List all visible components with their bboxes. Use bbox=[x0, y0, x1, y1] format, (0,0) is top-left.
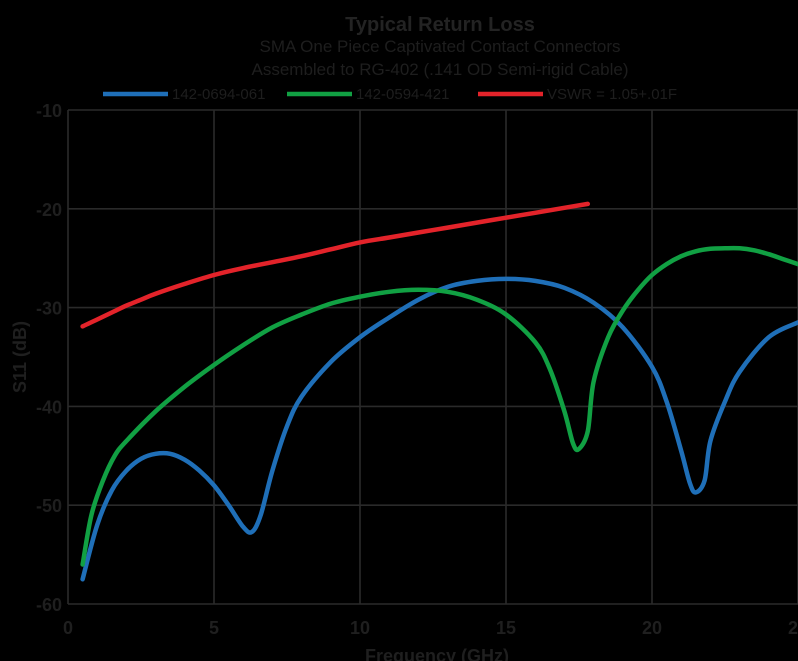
x-axis-title: Frequency (GHz) bbox=[365, 646, 509, 661]
tick-labels: 0 5 10 15 20 25 -10 -20 -30 -40 -50 -60 bbox=[36, 101, 798, 638]
chart-legend: 142-0694-061 142-0594-421 VSWR = 1.05+.01F bbox=[103, 86, 677, 103]
y-tick-label: -40 bbox=[36, 397, 62, 417]
chart-subtitle-line-1: SMA One Piece Captivated Contact Connect… bbox=[260, 37, 621, 56]
chart-grid bbox=[67, 109, 798, 605]
series-line-0 bbox=[80, 276, 798, 582]
x-tick-label: 0 bbox=[63, 618, 73, 638]
legend-label: VSWR = 1.05+.01F bbox=[547, 86, 677, 103]
y-tick-label: -20 bbox=[36, 200, 62, 220]
y-tick-label: -50 bbox=[36, 496, 62, 516]
y-axis-title: S11 (dB) bbox=[10, 321, 30, 393]
x-tick-label: 5 bbox=[209, 618, 219, 638]
y-tick-label: -10 bbox=[36, 101, 62, 121]
x-tick-label: 25 bbox=[788, 618, 798, 638]
series-line-1 bbox=[80, 245, 798, 567]
series-line-2 bbox=[80, 201, 591, 329]
x-tick-label: 20 bbox=[642, 618, 662, 638]
legend-label: 142-0594-421 bbox=[356, 86, 449, 103]
legend-label: 142-0694-061 bbox=[172, 86, 265, 103]
chart-subtitle-line-2: Assembled to RG-402 (.141 OD Semi-rigid … bbox=[252, 60, 629, 79]
x-tick-label: 15 bbox=[496, 618, 516, 638]
chart-title: Typical Return Loss bbox=[345, 14, 535, 36]
y-tick-label: -60 bbox=[36, 595, 62, 615]
series-layer bbox=[80, 201, 798, 582]
y-tick-label: -30 bbox=[36, 299, 62, 319]
x-tick-label: 10 bbox=[350, 618, 370, 638]
